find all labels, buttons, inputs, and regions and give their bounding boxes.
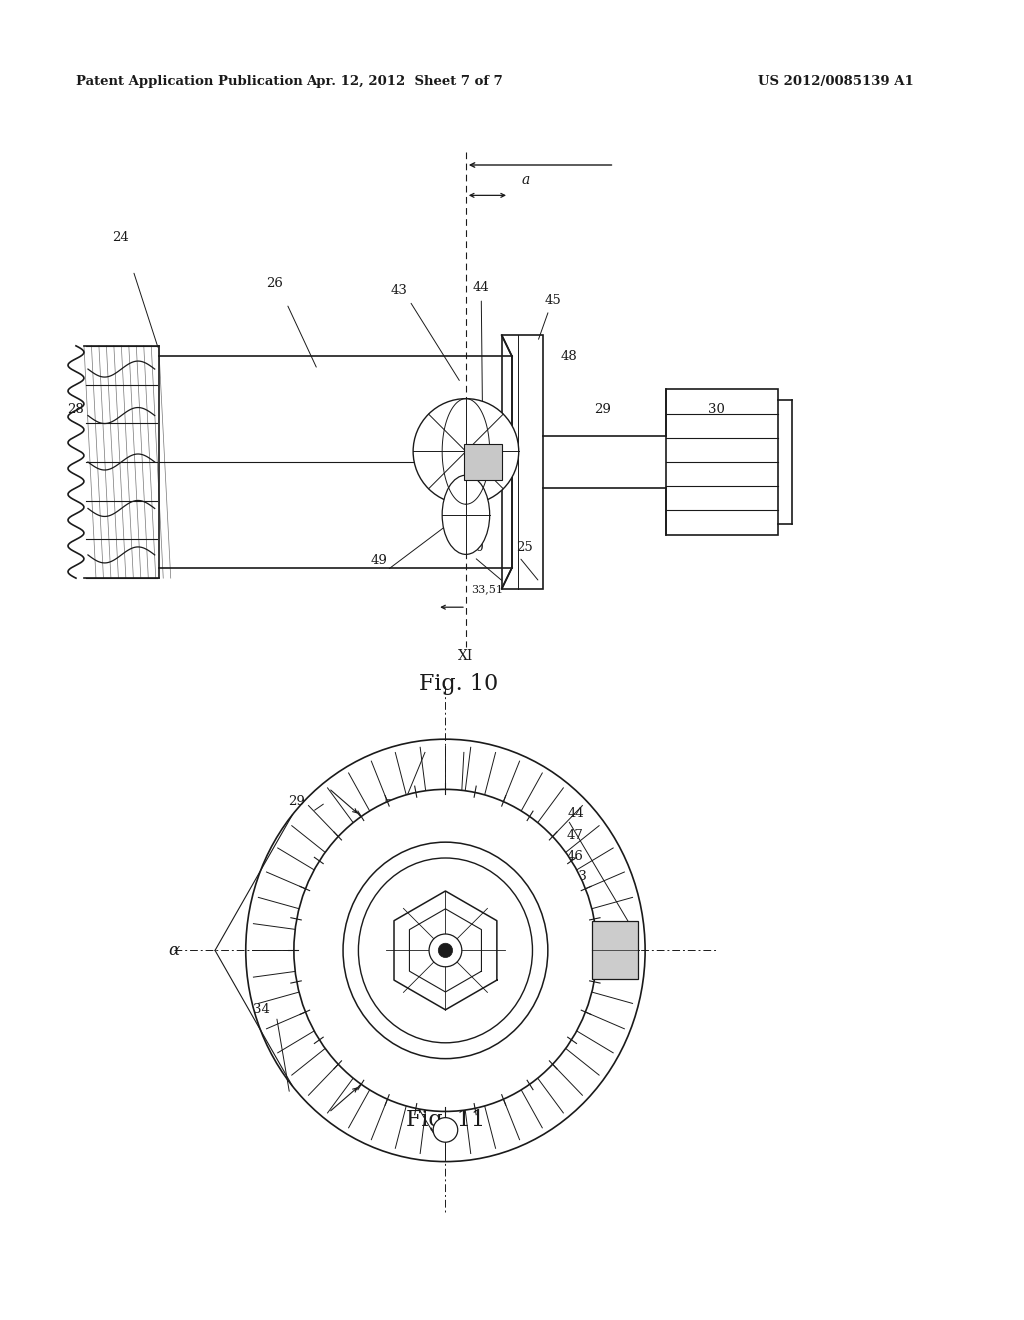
Text: 45: 45 bbox=[444, 793, 461, 807]
Text: 46: 46 bbox=[567, 850, 584, 863]
Text: 44: 44 bbox=[567, 807, 584, 820]
Text: 33,51: 33,51 bbox=[471, 583, 503, 594]
Text: 44: 44 bbox=[473, 281, 489, 294]
Text: 25: 25 bbox=[516, 541, 532, 554]
Text: 55: 55 bbox=[384, 799, 400, 812]
Text: 29: 29 bbox=[289, 795, 305, 808]
Text: 53: 53 bbox=[379, 1040, 395, 1053]
Text: 34: 34 bbox=[253, 1003, 269, 1016]
Circle shape bbox=[429, 935, 462, 966]
Text: US 2012/0085139 A1: US 2012/0085139 A1 bbox=[758, 75, 913, 88]
Circle shape bbox=[433, 1118, 458, 1142]
Text: Fig. 11: Fig. 11 bbox=[406, 1109, 485, 1131]
Bar bbox=[666, 389, 778, 535]
Ellipse shape bbox=[442, 475, 489, 554]
Text: 47: 47 bbox=[567, 829, 584, 842]
Ellipse shape bbox=[343, 842, 548, 1059]
Text: 50: 50 bbox=[468, 541, 484, 554]
Text: 28: 28 bbox=[68, 403, 84, 416]
Text: XI: XI bbox=[459, 649, 473, 664]
Bar bbox=[592, 921, 638, 979]
Text: 26: 26 bbox=[266, 277, 283, 290]
Text: 45: 45 bbox=[545, 294, 561, 308]
Ellipse shape bbox=[358, 858, 532, 1043]
Text: Apr. 12, 2012  Sheet 7 of 7: Apr. 12, 2012 Sheet 7 of 7 bbox=[306, 75, 503, 88]
Text: a: a bbox=[521, 173, 529, 187]
Text: α: α bbox=[169, 942, 179, 958]
Text: 43: 43 bbox=[570, 870, 587, 883]
Text: 52: 52 bbox=[439, 1036, 456, 1049]
Text: Patent Application Publication: Patent Application Publication bbox=[76, 75, 302, 88]
Text: 48: 48 bbox=[561, 350, 578, 363]
Bar bbox=[464, 444, 502, 480]
Circle shape bbox=[438, 944, 453, 957]
Bar bbox=[159, 356, 512, 568]
Text: Fig. 10: Fig. 10 bbox=[419, 673, 499, 696]
Text: 43: 43 bbox=[391, 284, 408, 297]
Text: 29: 29 bbox=[594, 403, 610, 416]
Text: 54: 54 bbox=[360, 1036, 377, 1049]
Ellipse shape bbox=[294, 789, 597, 1111]
Circle shape bbox=[413, 399, 519, 504]
Text: 30: 30 bbox=[709, 403, 725, 416]
Bar bbox=[502, 335, 543, 589]
Text: 49: 49 bbox=[371, 554, 387, 568]
Text: 24: 24 bbox=[113, 231, 129, 244]
